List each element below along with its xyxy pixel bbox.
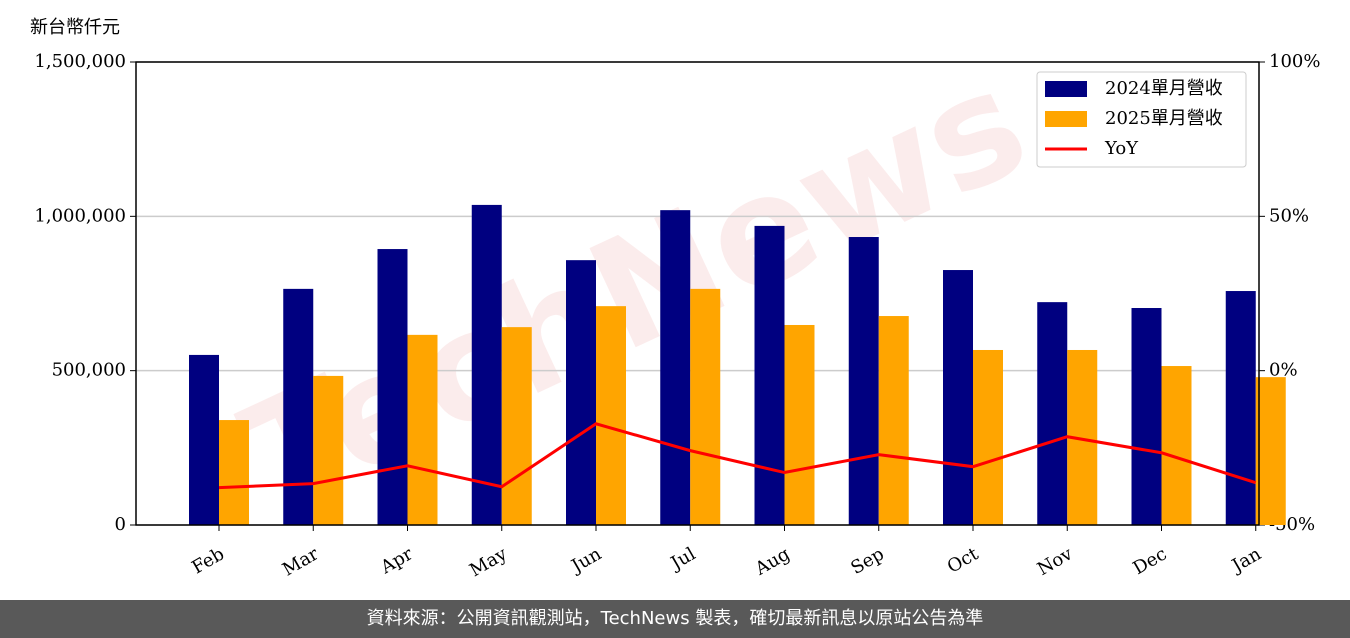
line (218, 422, 1257, 490)
y-tick-label: 500,000 (52, 360, 126, 381)
legend-label: 2025單月營收 (1105, 108, 1223, 129)
y-axis-label: 新台幣仟元 (30, 17, 120, 38)
x-tick-label: Jan (1227, 543, 1265, 577)
bar (407, 334, 438, 525)
bar (973, 349, 1003, 525)
legend-box (1036, 71, 1247, 168)
y-tick-label: 1,500,000 (34, 51, 126, 72)
bar (596, 306, 626, 525)
bar (754, 225, 785, 526)
bar (471, 204, 502, 526)
x-tick-label: Dec (1130, 543, 1171, 579)
bar (501, 327, 532, 525)
y2-tick-label: 100% (1269, 51, 1320, 72)
bar (313, 375, 344, 525)
y2-tick-label: 50% (1269, 205, 1309, 226)
x-tick-label: Feb (188, 543, 228, 578)
x-tick-label: Jul (666, 543, 700, 575)
x-tick-label: Jun (566, 543, 605, 578)
x-tick-label: May (466, 543, 511, 581)
footer: 資料來源：公開資訊觀測站，TechNews 製表，確切最新訊息以原站公告為準 (0, 600, 1350, 638)
legend-swatch (1045, 81, 1087, 97)
bar (848, 237, 879, 525)
legend-swatch (1045, 111, 1087, 127)
plot-frame (135, 61, 1260, 526)
x-tick-label: Sep (847, 543, 887, 578)
y-tick-label: 1,000,000 (34, 205, 126, 226)
x-tick-label: Nov (1034, 543, 1077, 580)
bar (1161, 366, 1192, 525)
x-tick-label: Oct (944, 543, 983, 578)
legend-label: 2024單月營收 (1105, 78, 1223, 99)
bar (219, 420, 249, 525)
x-tick-label: Apr (376, 543, 416, 578)
bar (784, 324, 815, 525)
bar (283, 288, 314, 525)
y-tick-label: 0 (115, 514, 126, 535)
bar (189, 354, 219, 525)
legend-label: YoY (1104, 138, 1139, 159)
x-tick-label: Aug (751, 543, 794, 580)
bar (660, 210, 691, 525)
bar (1225, 291, 1256, 525)
bar (1255, 377, 1286, 525)
bar (377, 249, 408, 525)
bar (943, 270, 973, 525)
watermark: TechNews (221, 36, 1051, 547)
chart: 新台幣仟元 TechNews 0 500,000 1,000,000 1,500,00… (30, 17, 1320, 581)
x-tick-label: Mar (279, 543, 323, 580)
bar (1037, 302, 1068, 525)
y2-tick-label: 0% (1269, 360, 1298, 381)
bar (566, 260, 596, 525)
bar (878, 316, 909, 525)
bar (1131, 308, 1162, 525)
bar (690, 288, 721, 525)
